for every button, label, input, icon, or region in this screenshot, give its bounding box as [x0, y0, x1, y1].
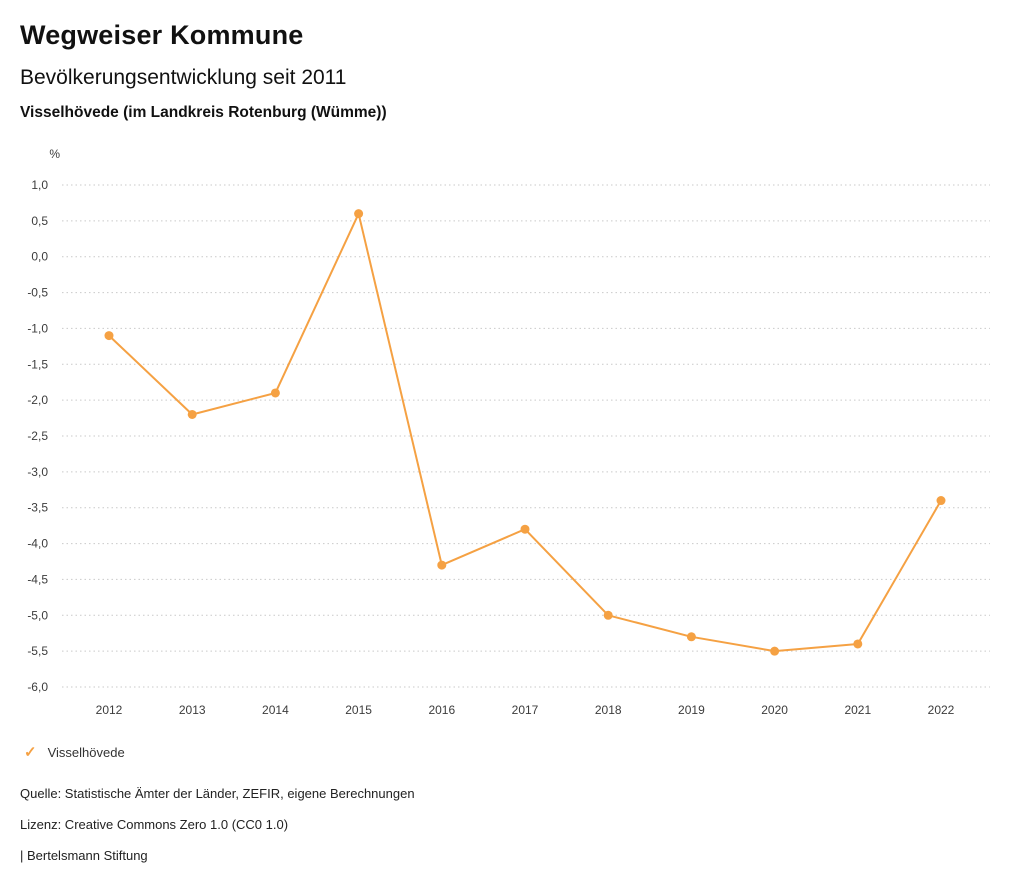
- x-tick-label: 2018: [595, 703, 622, 717]
- x-tick-label: 2014: [262, 703, 289, 717]
- attribution-text: | Bertelsmann Stiftung: [20, 848, 148, 863]
- data-point[interactable]: [354, 209, 364, 219]
- y-tick-label: 0,5: [31, 214, 48, 228]
- y-tick-label: -3,0: [27, 465, 48, 479]
- legend-item-visselhoevede[interactable]: ✓ Visselhövede: [24, 745, 125, 760]
- data-point[interactable]: [187, 409, 197, 419]
- y-tick-label: -4,5: [27, 572, 48, 586]
- data-point[interactable]: [437, 560, 447, 570]
- x-tick-label: 2012: [96, 703, 123, 717]
- chart-title: Bevölkerungsentwicklung seit 2011: [20, 66, 347, 89]
- y-tick-label: 0,0: [31, 250, 48, 264]
- y-tick-label: -2,0: [27, 393, 48, 407]
- x-tick-label: 2017: [512, 703, 539, 717]
- y-tick-label: -6,0: [27, 680, 48, 694]
- y-tick-label: -3,5: [27, 501, 48, 515]
- x-tick-label: 2013: [179, 703, 206, 717]
- data-point[interactable]: [520, 524, 530, 534]
- x-tick-label: 2022: [928, 703, 955, 717]
- y-tick-label: -2,5: [27, 429, 48, 443]
- data-point[interactable]: [770, 646, 780, 656]
- data-point[interactable]: [603, 610, 613, 620]
- data-point[interactable]: [936, 496, 946, 506]
- data-point[interactable]: [853, 639, 863, 649]
- population-line-chart: 1,0 0,5 0,0 -0,5 -1,0 -1,5 -2,0 -2,5 -3,0 -3,5 -4,…: [27, 147, 990, 717]
- legend-label: Visselhövede: [47, 745, 125, 760]
- page-title: Wegweiser Kommune: [20, 20, 304, 50]
- y-tick-label: -1,0: [27, 321, 48, 335]
- legend-check-icon: ✓: [24, 744, 37, 761]
- y-tick-label: 1,0: [31, 178, 48, 192]
- license-text: Lizenz: Creative Commons Zero 1.0 (CC0 1…: [20, 817, 289, 832]
- y-tick-label: -5,5: [27, 644, 48, 658]
- x-tick-label: 2016: [428, 703, 455, 717]
- data-point[interactable]: [686, 632, 696, 642]
- y-axis-unit-label: %: [49, 147, 60, 161]
- x-tick-label: 2015: [345, 703, 372, 717]
- data-point[interactable]: [270, 388, 280, 398]
- y-tick-label: -4,0: [27, 537, 48, 551]
- x-tick-label: 2019: [678, 703, 705, 717]
- series-line: [108, 212, 942, 653]
- y-tick-label: -0,5: [27, 286, 48, 300]
- x-tick-label: 2021: [844, 703, 871, 717]
- data-point[interactable]: [104, 331, 114, 341]
- y-tick-label: -5,0: [27, 608, 48, 622]
- y-tick-label: -1,5: [27, 357, 48, 371]
- x-tick-label: 2020: [761, 703, 788, 717]
- source-text: Quelle: Statistische Ämter der Länder, Z…: [20, 786, 415, 801]
- chart-location: Visselhövede (im Landkreis Rotenburg (Wü…: [20, 104, 387, 121]
